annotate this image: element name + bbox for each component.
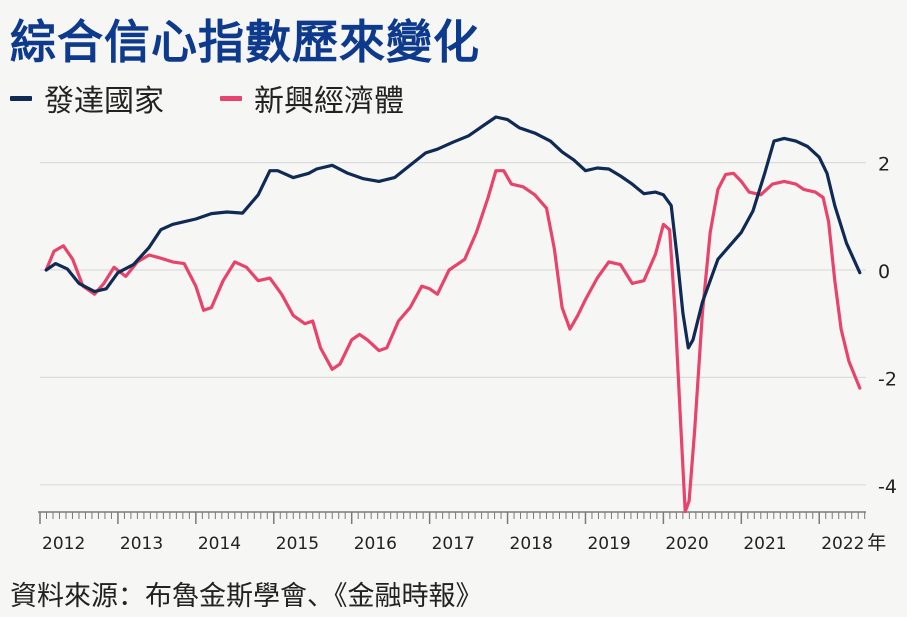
x-tick-label: 2021 [743, 534, 786, 554]
grid-lines [40, 162, 866, 486]
x-tick-label: 2014 [198, 534, 241, 554]
series-line-developed [44, 115, 862, 350]
x-axis-unit-label: 年 [867, 532, 886, 554]
legend-item-emerging: 新興經濟體 [220, 76, 404, 120]
series-lines [44, 115, 862, 514]
legend-label-emerging: 新興經濟體 [254, 84, 404, 119]
x-tick-label: 2022 [821, 534, 864, 554]
x-tick-label: 2020 [665, 534, 708, 554]
y-tick-label: -4 [878, 476, 897, 498]
x-axis [38, 511, 866, 524]
x-tick-label: 2017 [432, 534, 475, 554]
y-tick-label: 0 [878, 261, 890, 283]
x-tick-label: 2016 [354, 534, 397, 554]
x-axis-tick-labels: 2012 2013 2014 2015 2016 2017 2018 2019 2020 2021… [42, 532, 886, 554]
series-line-emerging [44, 169, 862, 514]
x-tick-label: 2019 [587, 534, 630, 554]
legend-label-developed: 發達國家 [44, 84, 164, 119]
y-axis-tick-labels: 2 0 -2 -4 [878, 154, 897, 498]
y-tick-label: 2 [878, 154, 890, 176]
legend-swatch-emerging [220, 95, 242, 101]
x-tick-label: 2015 [276, 534, 319, 554]
legend: 發達國家 新興經濟體 [10, 76, 460, 120]
source-note: 資料來源：布魯金斯學會、《金融時報》 [10, 581, 483, 612]
x-tick-label: 2013 [120, 534, 163, 554]
y-tick-label: -2 [878, 368, 897, 390]
legend-item-developed: 發達國家 [10, 76, 164, 120]
x-tick-label: 2012 [42, 534, 85, 554]
chart-title: 綜合信心指數歷來變化 [10, 15, 480, 69]
legend-swatch-developed [10, 95, 32, 101]
x-tick-label: 2018 [510, 534, 553, 554]
